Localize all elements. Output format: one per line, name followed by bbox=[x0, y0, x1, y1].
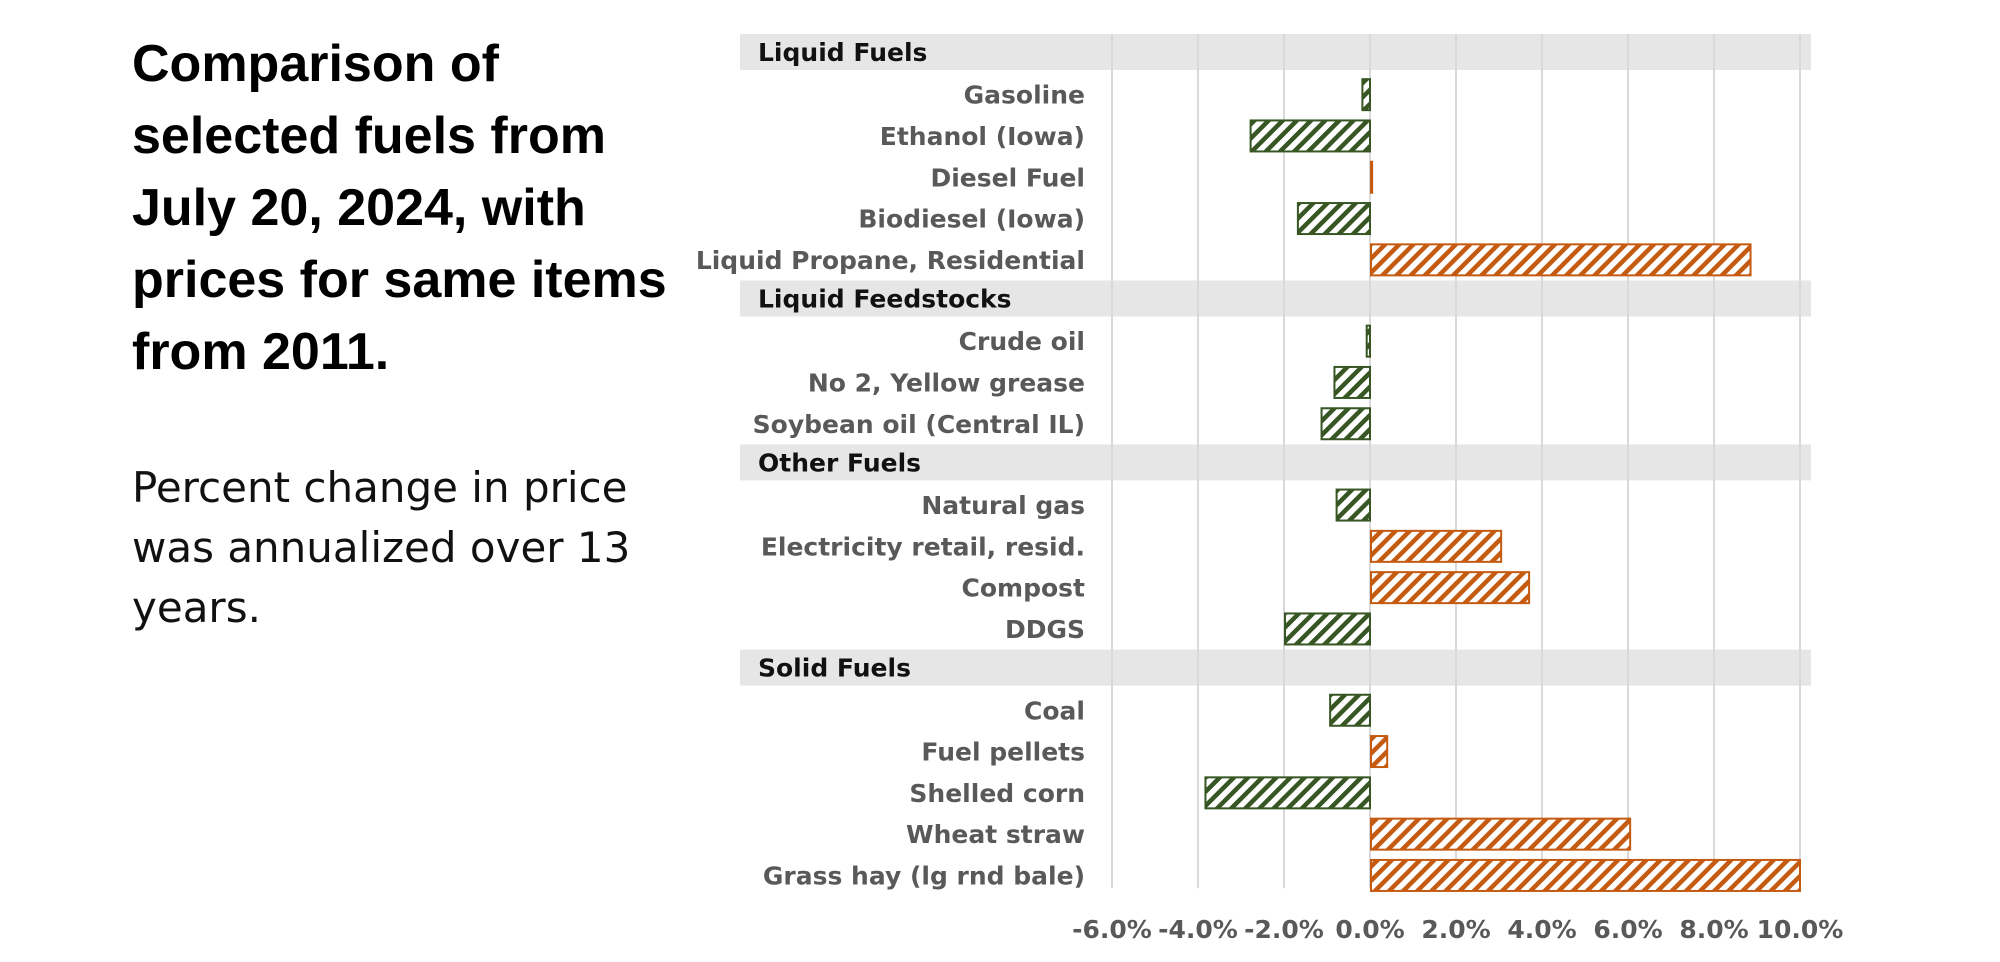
bar bbox=[1370, 160, 1374, 194]
bar bbox=[1333, 365, 1371, 399]
group-label: Liquid Feedstocks bbox=[758, 285, 1012, 314]
page-title: Comparison of selected fuels from July 2… bbox=[132, 35, 667, 381]
bar bbox=[1249, 119, 1371, 153]
category-label: Grass hay (lg rnd bale) bbox=[763, 861, 1085, 890]
bar bbox=[1370, 571, 1531, 605]
bar bbox=[1296, 202, 1372, 236]
group-label: Other Fuels bbox=[758, 448, 921, 477]
x-tick-label: -6.0% bbox=[1072, 915, 1152, 944]
category-label: Compost bbox=[962, 574, 1086, 603]
category-label: Shelled corn bbox=[909, 779, 1085, 808]
category-label: Gasoline bbox=[964, 81, 1085, 110]
bar bbox=[1370, 735, 1389, 769]
group-label: Liquid Fuels bbox=[758, 38, 927, 67]
x-tick-label: 8.0% bbox=[1679, 915, 1748, 944]
category-label: Natural gas bbox=[921, 491, 1085, 520]
category-label: Ethanol (Iowa) bbox=[880, 122, 1085, 151]
category-label: Coal bbox=[1024, 696, 1085, 725]
x-tick-label: 2.0% bbox=[1421, 915, 1490, 944]
bar bbox=[1370, 529, 1503, 563]
category-label: Wheat straw bbox=[906, 820, 1085, 849]
category-label: Crude oil bbox=[959, 327, 1085, 356]
category-label: Biodiesel (Iowa) bbox=[858, 205, 1085, 234]
x-tick-label: 0.0% bbox=[1335, 915, 1404, 944]
x-tick-label: 4.0% bbox=[1507, 915, 1576, 944]
bar bbox=[1335, 488, 1371, 522]
bar bbox=[1320, 407, 1372, 441]
x-tick-label: 10.0% bbox=[1757, 915, 1844, 944]
category-label: No 2, Yellow grease bbox=[808, 368, 1085, 397]
page-subtitle: Percent change in price was annualized o… bbox=[132, 463, 631, 632]
group-band bbox=[740, 280, 1811, 317]
category-label: Soybean oil (Central IL) bbox=[753, 410, 1085, 439]
bar bbox=[1365, 324, 1371, 358]
category-label: Diesel Fuel bbox=[930, 163, 1085, 192]
group-label: Solid Fuels bbox=[758, 654, 911, 683]
bar bbox=[1370, 858, 1801, 892]
bar bbox=[1284, 612, 1371, 646]
bar bbox=[1204, 776, 1371, 810]
category-label: Liquid Propane, Residential bbox=[696, 246, 1085, 275]
x-tick-label: 6.0% bbox=[1593, 915, 1662, 944]
bar bbox=[1370, 817, 1632, 851]
bar bbox=[1329, 693, 1372, 727]
x-tick-label: -2.0% bbox=[1244, 915, 1324, 944]
bar bbox=[1370, 243, 1752, 277]
group-band bbox=[740, 649, 1811, 686]
category-label: Electricity retail, resid. bbox=[761, 532, 1085, 561]
group-band bbox=[740, 444, 1811, 481]
category-label: Fuel pellets bbox=[921, 738, 1085, 767]
x-tick-label: -4.0% bbox=[1158, 915, 1238, 944]
bar bbox=[1361, 78, 1372, 112]
category-label: DDGS bbox=[1005, 615, 1085, 644]
group-band bbox=[740, 34, 1811, 70]
